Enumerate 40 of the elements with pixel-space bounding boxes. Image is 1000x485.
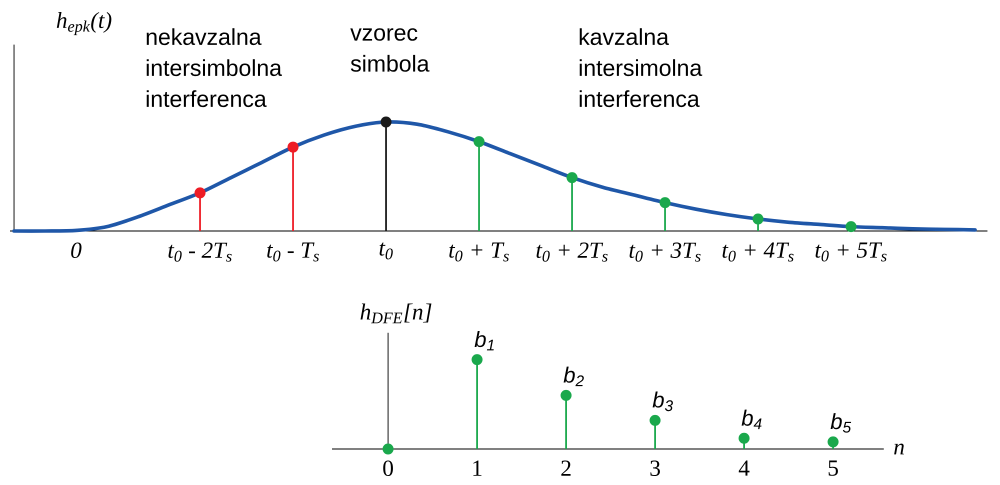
point — [560, 390, 572, 401]
point — [380, 116, 392, 128]
x-tick-label: 0 — [383, 460, 393, 476]
point — [752, 214, 764, 225]
point — [650, 414, 661, 426]
point — [738, 432, 750, 444]
x-tick-label: t$_{0}$ + 4T$_{s}$ — [722, 242, 794, 262]
y-axis-title: h$_{epk}$(t) — [56, 12, 112, 36]
x-tick-label: 2 — [561, 460, 571, 476]
x-tick-label: t$_{0}$ + 2T$_{s}$ — [536, 242, 608, 262]
annotation: b$_{4}$ — [742, 410, 762, 430]
x-tick-label: 1 — [473, 460, 482, 476]
x-tick-label: 3 — [650, 460, 660, 476]
point — [828, 436, 839, 448]
point — [566, 172, 578, 184]
x-axis-title: n — [894, 444, 904, 454]
x-tick-label: 4 — [738, 460, 750, 476]
annotation: b$_{5}$ — [830, 413, 852, 433]
x-tick-label: t$_{0}$ + T$_{s}$ — [449, 242, 509, 262]
point — [474, 136, 485, 148]
x-tick-label: t$_{0}$ + 5T$_{s}$ — [816, 242, 887, 262]
annotation: b$_{1}$ — [474, 331, 494, 350]
text: nekavzalna intersimbolna interferenca — [146, 28, 282, 108]
x-tick-label: t$_{0}$ + 3T$_{s}$ — [630, 242, 701, 262]
text: vzorec simbola — [350, 28, 430, 72]
x-tick-label: t$_{0}$ - 2T$_{s}$ — [168, 242, 232, 262]
x-tick-label: t$_{0}$ - T$_{s}$ — [267, 242, 319, 262]
point — [472, 354, 483, 366]
annotation: b$_{3}$ — [652, 391, 673, 412]
point — [382, 444, 394, 454]
point — [660, 197, 671, 208]
x-tick-label: 0 — [71, 242, 82, 258]
text: kavzalna intersimolna interferenca — [580, 28, 702, 108]
point — [846, 221, 857, 232]
y-axis-title: h$_{DFE}$[n] — [360, 304, 432, 324]
x-tick-label: t$_{0}$ — [380, 242, 393, 260]
point — [194, 187, 206, 198]
point — [288, 142, 299, 153]
annotation: b$_{2}$ — [564, 366, 584, 386]
x-tick-label: 5 — [828, 460, 838, 476]
